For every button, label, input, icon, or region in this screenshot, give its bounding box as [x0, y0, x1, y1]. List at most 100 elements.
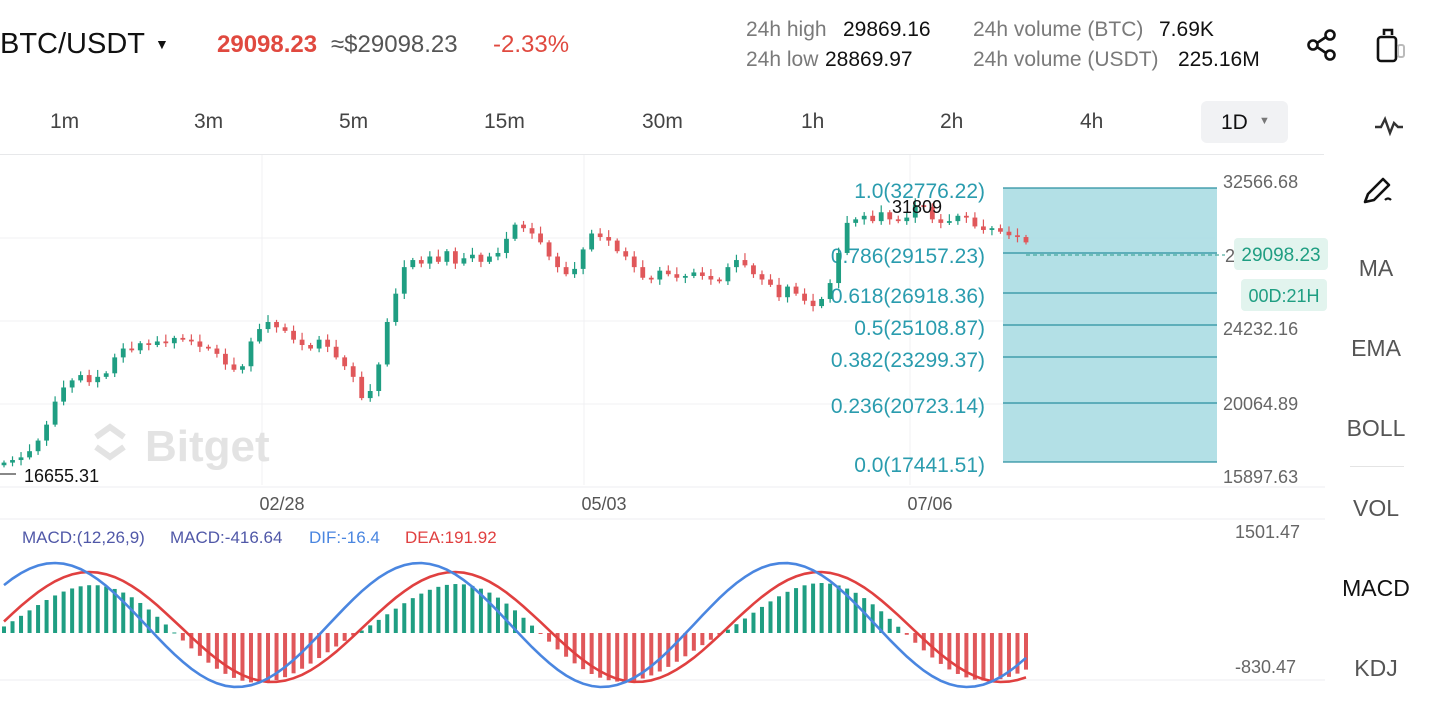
macd-bar [819, 583, 824, 633]
timeframe-1h[interactable]: 1h [801, 110, 825, 133]
candle [631, 256, 637, 268]
macd-bar [393, 608, 398, 633]
candle [853, 219, 859, 223]
candle [418, 260, 424, 264]
indicator-boll[interactable]: BOLL [1346, 415, 1406, 441]
candle [870, 215, 876, 222]
price-axis-tick: 32566.68 [1223, 172, 1298, 192]
high-value: 29869.16 [843, 18, 931, 41]
high-label: 24h high [746, 18, 827, 41]
macd-bar [708, 633, 713, 640]
pair-name: BTC/USDT [0, 28, 145, 60]
timeframe-2h[interactable]: 2h [940, 110, 964, 133]
candle [751, 265, 756, 275]
timeframe-3m[interactable]: 3m [194, 110, 224, 133]
active-timeframe-label: 1D [1221, 111, 1248, 134]
price-axis-tick: 15897.63 [1223, 467, 1298, 487]
macd-bar [95, 585, 100, 633]
macd-axis-bottom: -830.47 [1235, 657, 1296, 677]
candle [521, 224, 526, 229]
indicator-macd[interactable]: MACD [1342, 575, 1410, 601]
approx-usd-price: ≈$29098.23 [331, 31, 458, 58]
candle [316, 339, 322, 349]
candle [180, 337, 186, 340]
macd-bar [921, 633, 926, 651]
candlestick-chart[interactable]: Bitget 1.0(32776.22) 0.786(29157.23) 0.618(… [0, 155, 1330, 695]
macd-bar [53, 595, 58, 633]
candle [10, 460, 15, 463]
pulse-icon[interactable] [1372, 110, 1406, 140]
candle [291, 330, 296, 340]
low-label: 24h low [746, 48, 819, 71]
candle [691, 272, 697, 276]
macd-bar [598, 633, 603, 678]
macd-bar [674, 633, 679, 662]
candle [938, 219, 944, 223]
indicator-kdj[interactable]: KDJ [1354, 655, 1398, 681]
last-price: 29098.23 [217, 31, 318, 58]
macd-bar [214, 633, 219, 669]
fibonacci-label: 0.236(20723.14) [831, 395, 985, 418]
candle [112, 357, 118, 374]
macd-bar [444, 584, 449, 633]
indicator-ema[interactable]: EMA [1351, 335, 1401, 361]
macd-bar [777, 596, 782, 633]
candle [367, 391, 373, 399]
candle [1, 462, 7, 466]
macd-bar [487, 592, 492, 633]
macd-bar [78, 586, 83, 633]
candle [972, 217, 978, 227]
timeframe-5m[interactable]: 5m [339, 110, 369, 133]
macd-bar [27, 610, 32, 633]
macd-value: MACD:-416.64 [170, 528, 282, 547]
macd-bar [938, 633, 943, 664]
macd-bar [998, 633, 1003, 680]
pair-selector[interactable]: BTC/USDT ▼ [0, 28, 169, 61]
candle [895, 219, 901, 222]
candle [555, 256, 560, 268]
macd-bar [802, 585, 807, 633]
macd-bar [853, 592, 858, 633]
macd-bar [427, 589, 432, 633]
candle [989, 228, 995, 230]
macd-bar [947, 633, 952, 670]
fibonacci-label: 1.0(32776.22) [854, 180, 985, 203]
macd-bar [828, 583, 833, 633]
countdown-tag-bg [1241, 279, 1327, 311]
macd-bar [87, 585, 92, 633]
candle [95, 376, 101, 383]
candle [861, 215, 867, 220]
draw-icon[interactable] [1357, 170, 1397, 210]
macd-bar [734, 624, 739, 633]
macd-bar [36, 605, 41, 633]
macd-bar [376, 619, 381, 633]
macd-bar [964, 633, 969, 678]
macd-bar [615, 633, 620, 682]
macd-bar [904, 633, 909, 635]
candle [146, 343, 152, 345]
candle [827, 283, 833, 299]
candle [427, 256, 433, 264]
macd-bar [649, 633, 654, 676]
candle [86, 375, 92, 383]
timeframe-4h[interactable]: 4h [1080, 110, 1104, 133]
share-icon[interactable] [1303, 26, 1341, 64]
macd-bar [1024, 633, 1028, 670]
indicator-vol[interactable]: VOL [1352, 495, 1400, 521]
timeframe-1m[interactable]: 1m [50, 110, 80, 133]
macd-bar [155, 616, 160, 633]
timeframe-30m[interactable]: 30m [642, 110, 683, 133]
timeframe-1d-dropdown[interactable]: 1D ▼ [1201, 101, 1288, 143]
indicator-ma[interactable]: MA [1358, 255, 1394, 281]
price-axis-tick: 20064.89 [1223, 394, 1298, 414]
timeframe-15m[interactable]: 15m [484, 110, 525, 133]
macd-bar [385, 614, 390, 633]
macd-bar [44, 600, 49, 633]
candle [69, 380, 75, 388]
price-axis-tick: 24232.16 [1223, 319, 1298, 339]
macd-bar [240, 633, 245, 681]
macd-bar [989, 633, 994, 681]
candle [248, 341, 254, 367]
macd-bar [266, 633, 271, 683]
copy-icon[interactable] [1370, 24, 1410, 66]
